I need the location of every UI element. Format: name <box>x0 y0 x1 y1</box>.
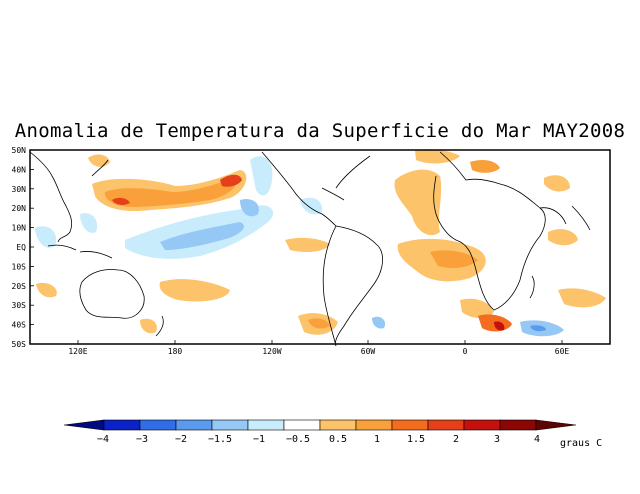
lat-label: 20S <box>12 282 27 291</box>
warm-anomaly-patch <box>159 279 230 302</box>
warm-anomaly-patch <box>285 237 330 252</box>
lon-label: 60E <box>555 347 570 355</box>
legend-swatch <box>535 419 577 431</box>
warm-anomaly-patch <box>430 250 478 268</box>
cool-anomaly-patch <box>240 198 259 217</box>
lon-label: 120E <box>68 347 87 355</box>
warm-anomaly-patch <box>308 318 330 329</box>
legend-swatch <box>175 419 213 431</box>
lat-label: 30N <box>12 185 27 194</box>
warm-anomaly-patch <box>112 197 130 205</box>
legend-swatch <box>211 419 249 431</box>
legend-swatch <box>63 419 105 431</box>
cool-anomaly-patch <box>160 222 244 250</box>
legend-tick-label: −1.5 <box>208 434 232 445</box>
legend-tick-label: −2 <box>175 434 187 445</box>
lat-labels: 50N 40N 30N 20N 10N EQ 10S 20S 30S 40S 5… <box>12 146 27 349</box>
lon-ticks <box>77 340 563 344</box>
warm-anomaly-patch <box>88 154 110 167</box>
lon-label: 60W <box>361 347 376 355</box>
legend-swatch <box>247 419 285 431</box>
legend-tick-label: −1 <box>253 434 265 445</box>
lat-label: 30S <box>12 301 27 310</box>
coastlines <box>29 151 591 347</box>
map-title: Anomalia de Temperatura da Superficie do… <box>14 120 626 142</box>
legend-tick-label: 1 <box>374 434 380 445</box>
legend-tick-label: 0.5 <box>329 434 347 445</box>
warm-anomaly-patch <box>415 149 460 164</box>
lat-label: EQ <box>16 243 26 252</box>
legend-swatch <box>463 419 501 431</box>
legend-tick-label: −0.5 <box>286 434 310 445</box>
legend-swatch <box>103 419 141 431</box>
sst-anomaly-map: 50N 40N 30N 20N 10N EQ 10S 20S 30S 40S 5… <box>12 146 611 355</box>
legend-swatch <box>391 419 429 431</box>
legend-swatch <box>355 419 393 431</box>
lat-label: 10N <box>12 224 27 233</box>
lon-labels: 120E 180 120W 60W 0 60E <box>68 347 569 355</box>
lat-label: 10S <box>12 262 27 271</box>
cool-anomaly-patch <box>35 226 57 248</box>
legend-tick-label: 3 <box>494 434 500 445</box>
lat-label: 40S <box>12 321 27 330</box>
legend-unit: graus C <box>560 438 602 449</box>
lat-label: 50N <box>12 146 27 155</box>
warm-anomaly-patch <box>140 318 157 334</box>
warm-anomaly-patch <box>394 169 442 236</box>
warm-anomaly-patch <box>460 298 494 318</box>
warm-anomaly-patch <box>36 282 57 298</box>
color-legend: −4 −3 −2 −1.5 −1 −0.5 0.5 1 1.5 2 3 4 gr… <box>63 419 602 449</box>
legend-tick-label: −4 <box>97 434 109 445</box>
cool-anomaly-patch <box>80 213 98 233</box>
legend-swatch <box>319 419 357 431</box>
warm-anomaly-patch <box>104 178 237 207</box>
legend-tick-label: 1.5 <box>407 434 425 445</box>
legend-ticks: −4 −3 −2 −1.5 −1 −0.5 0.5 1 1.5 2 3 4 <box>97 434 540 445</box>
cool-anomaly-patch <box>530 325 546 332</box>
legend-tick-label: 2 <box>453 434 459 445</box>
legend-swatch <box>283 419 321 431</box>
warm-anomaly-patch <box>470 160 500 173</box>
lat-ticks <box>30 149 34 345</box>
legend-tick-label: 4 <box>534 434 540 445</box>
warm-anomaly-patch <box>544 175 570 192</box>
lon-label: 0 <box>463 347 468 355</box>
legend-swatch <box>499 419 537 431</box>
warm-anomaly-patch <box>558 288 606 308</box>
lat-label: 40N <box>12 165 27 174</box>
warm-anomaly-patch <box>220 174 242 187</box>
legend-swatch <box>427 419 465 431</box>
lon-label: 120W <box>262 347 281 355</box>
lon-label: 180 <box>168 347 183 355</box>
cool-anomaly-patch <box>300 197 323 215</box>
cool-anomaly-patch <box>250 156 273 196</box>
warm-anomaly-patch <box>548 229 578 246</box>
lat-label: 50S <box>12 340 27 349</box>
cool-anomaly-patch <box>372 316 386 329</box>
legend-swatches <box>63 419 577 431</box>
legend-swatch <box>139 419 177 431</box>
anomaly-field <box>35 149 606 337</box>
lat-label: 20N <box>12 204 27 213</box>
legend-tick-label: −3 <box>136 434 148 445</box>
warm-anomaly-patch <box>494 321 505 331</box>
